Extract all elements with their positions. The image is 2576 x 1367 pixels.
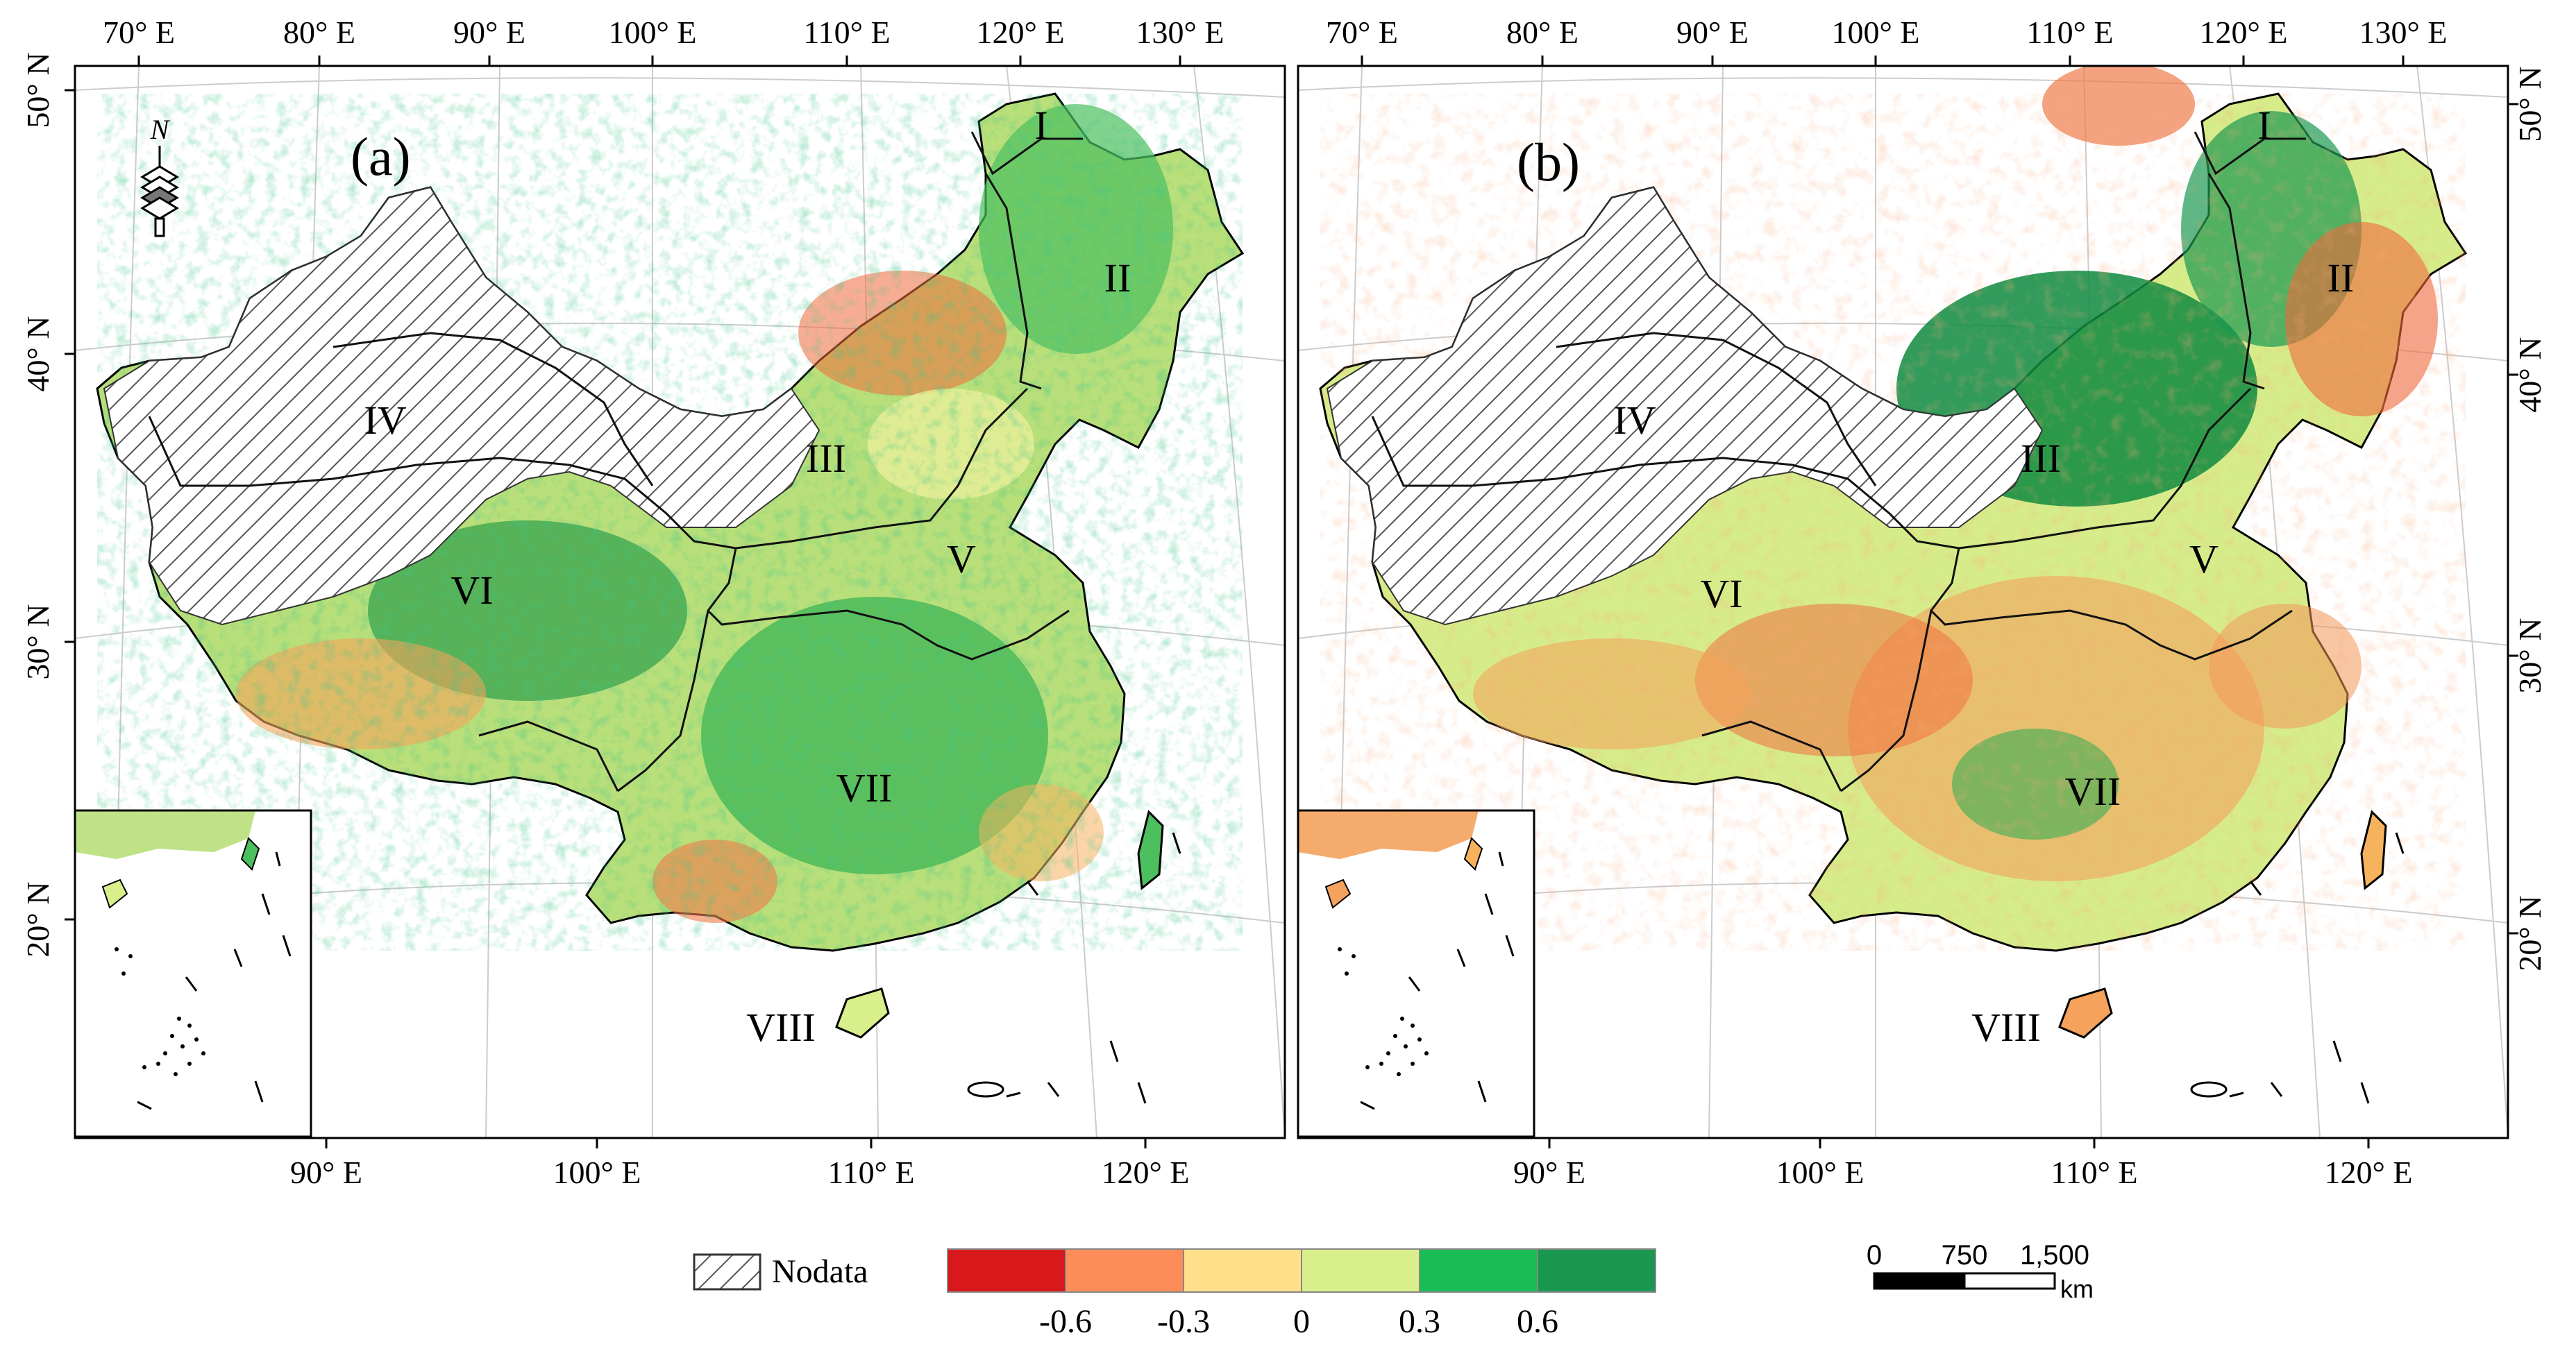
tick-label: 90° E — [453, 15, 525, 50]
north-arrow-label: N — [150, 114, 171, 145]
tick-label: 90° E — [290, 1155, 362, 1190]
region-label-VII: VII — [2065, 769, 2121, 814]
region-labels-a: I II III IV V VI VII VIII — [364, 103, 1131, 1050]
tick-label: 50° N — [20, 52, 56, 128]
region-label-IV: IV — [1613, 398, 1656, 443]
left-latitude-labels-a: 50° N 40° N 30° N 20° N — [20, 52, 56, 957]
tick-label: 100° E — [553, 1155, 641, 1190]
scale-bar: 0 750 1,500 km — [1867, 1240, 2094, 1303]
color-bar-swatch — [947, 1248, 1066, 1293]
region-label-IV: IV — [364, 398, 406, 443]
tick-label: 70° E — [1326, 15, 1398, 50]
tick-label: 120° E — [2200, 15, 2288, 50]
tick-label: 100° E — [1776, 1155, 1864, 1190]
tick-label: 130° E — [1136, 15, 1224, 50]
tick-label: 20° N — [20, 881, 56, 957]
panel-label-a: (a) — [351, 126, 411, 187]
color-bar-swatch — [1419, 1248, 1538, 1293]
region-label-I: I — [1034, 103, 1047, 148]
tick-label: 110° E — [2026, 15, 2113, 50]
scale-label-0: 0 — [1867, 1240, 1882, 1271]
scale-label-750: 750 — [1942, 1240, 1988, 1271]
north-arrow-icon: N — [140, 114, 179, 237]
color-bar-tick-label: 0.3 — [1399, 1303, 1440, 1340]
color-bar-tick-label: -0.3 — [1157, 1303, 1210, 1340]
tick-label: 120° E — [1102, 1155, 1190, 1190]
tick-label: 100° E — [1832, 15, 1920, 50]
right-latitude-labels-b: 50° N 40° N 30° N 20° N — [2512, 66, 2548, 971]
tick-label: 80° E — [283, 15, 355, 50]
region-label-III: III — [806, 436, 846, 481]
inset-map-b — [1297, 809, 1535, 1138]
color-bar-swatch — [1301, 1248, 1420, 1293]
region-label-II: II — [2327, 255, 2355, 300]
scale-label-1500: 1,500 — [2020, 1240, 2089, 1271]
color-bar-swatch — [1065, 1248, 1184, 1293]
color-bar-tick-label: 0 — [1293, 1303, 1310, 1340]
color-bar-swatch — [1183, 1248, 1302, 1293]
region-label-II: II — [1104, 255, 1131, 300]
region-label-VIII: VIII — [1971, 1005, 2041, 1050]
color-bar — [947, 1248, 1656, 1293]
tick-label: 90° E — [1676, 15, 1749, 50]
panel-label-b: (b) — [1517, 132, 1580, 192]
region-label-V: V — [2189, 536, 2219, 581]
tick-label: 90° E — [1513, 1155, 1585, 1190]
region-label-VI: VI — [1700, 571, 1742, 616]
region-label-VI: VI — [451, 568, 493, 613]
tick-label: 80° E — [1506, 15, 1579, 50]
region-label-I: I — [2257, 103, 2271, 148]
region-label-III: III — [2021, 436, 2061, 481]
bottom-longitude-labels-b: 90° E 100° E 110° E 120° E — [1513, 1155, 2413, 1190]
nodata-label: Nodata — [772, 1253, 868, 1290]
bottom-longitude-labels-a: 90° E 100° E 110° E 120° E — [290, 1155, 1190, 1190]
top-longitude-labels-a: 70° E 80° E 90° E 100° E 110° E 120° E 1… — [103, 15, 1224, 50]
color-bar-tick-label: -0.6 — [1039, 1303, 1092, 1340]
map-panel-a: N (a) I II III IV V VI VII VIII 70° E 80… — [20, 15, 1286, 1190]
tick-label: 110° E — [827, 1155, 914, 1190]
top-longitude-labels-b: 70° E 80° E 90° E 100° E 110° E 120° E 1… — [1326, 15, 2448, 50]
tick-label: 40° N — [20, 316, 56, 391]
tick-label: 100° E — [609, 15, 697, 50]
scale-unit: km — [2060, 1275, 2094, 1303]
color-bar-swatch — [1537, 1248, 1656, 1293]
color-bar-tick-label: 0.6 — [1517, 1303, 1558, 1340]
tick-label: 120° E — [2325, 1155, 2413, 1190]
nodata-swatch — [693, 1253, 761, 1291]
nodata-legend: Nodata — [693, 1253, 868, 1291]
region-label-VIII: VIII — [746, 1005, 816, 1050]
tick-label: 110° E — [803, 15, 890, 50]
map-panel-b: (b) I II III IV V VI VII VIII 70° E 80° … — [1297, 15, 2548, 1190]
tick-label: 120° E — [977, 15, 1065, 50]
tick-label: 130° E — [2359, 15, 2448, 50]
region-label-V: V — [947, 536, 976, 581]
region-label-VII: VII — [836, 765, 893, 810]
region-labels-b: I II III IV V VI VII VIII — [1613, 103, 2354, 1050]
tick-label: 30° N — [20, 604, 56, 679]
inset-map-a — [74, 809, 312, 1138]
tick-label: 110° E — [2051, 1155, 2137, 1190]
legend: Nodata -0.6 -0.3 0 0.3 0.6 — [693, 1248, 1656, 1340]
color-bar-ticks: -0.6 -0.3 0 0.3 0.6 — [1039, 1303, 1558, 1340]
tick-label: 70° E — [103, 15, 175, 50]
